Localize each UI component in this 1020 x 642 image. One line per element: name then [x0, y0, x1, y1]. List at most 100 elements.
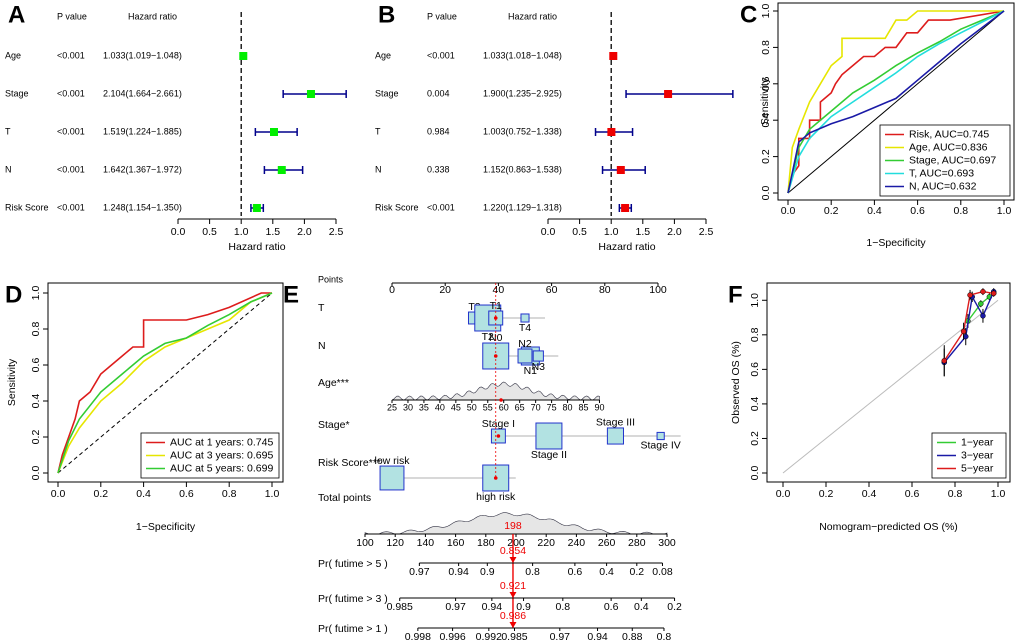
- x-tick-label: 0.0: [776, 488, 791, 500]
- hazard-ratio-point: [239, 52, 248, 60]
- level-box: [482, 464, 510, 492]
- probability-tick-label: 0.985: [387, 601, 413, 613]
- x-tick-label: 1.5: [265, 226, 280, 238]
- level-label: Stage II: [531, 449, 567, 461]
- row-label: Age***: [318, 377, 349, 389]
- legend-label: AUC at 1 years: 0.745: [170, 436, 273, 448]
- column-header: P value: [427, 11, 457, 21]
- row-label: Pr( futime > 1 ): [318, 623, 388, 635]
- row-label: Age: [5, 50, 21, 60]
- y-tick-label: 0.0: [760, 186, 772, 201]
- x-tick-label: 0.2: [93, 488, 108, 500]
- decoration: [57, 292, 273, 474]
- row-label: Stage: [5, 88, 29, 98]
- level-label: T2: [482, 331, 494, 343]
- x-tick-label: 0.2: [824, 205, 839, 217]
- calibration-point: [990, 290, 997, 297]
- hazard-ratio-point: [616, 166, 625, 174]
- probability-tick-label: 0.8: [657, 631, 672, 642]
- total-tick-label: 180: [477, 537, 495, 549]
- hazard-ratio-point: [607, 128, 616, 136]
- y-tick-label: 0.6: [749, 362, 761, 377]
- x-axis-label: Hazard ratio: [228, 241, 285, 253]
- x-tick-label: 2.5: [329, 226, 344, 238]
- x-tick-label: 0.0: [781, 205, 796, 217]
- age-tick-label: 30: [403, 402, 413, 412]
- level-box: [517, 348, 533, 364]
- age-tick-label: 60: [499, 402, 509, 412]
- level-label: N3: [532, 361, 546, 373]
- column-header: Hazard ratio: [128, 11, 177, 21]
- p-value: <0.001: [57, 126, 85, 136]
- probability-tick-label: 0.8: [556, 601, 571, 613]
- probability-tick-label: 0.996: [439, 631, 465, 642]
- legend-label: N, AUC=0.632: [909, 180, 977, 192]
- probability-tick-label: 0.08: [652, 566, 673, 578]
- calibration-point: [978, 300, 984, 307]
- probability-tick-label: 0.992: [476, 631, 502, 642]
- patient-point: [493, 316, 498, 320]
- legend-label: T, AUC=0.693: [909, 167, 974, 179]
- hazard-ratio-label: 1.033(1.018−1.048): [483, 50, 562, 60]
- legend-label: AUC at 5 years: 0.699: [170, 462, 273, 474]
- y-tick-label: 0.0: [30, 466, 42, 481]
- probability-tick-label: 0.2: [629, 566, 644, 578]
- age-tick-label: 35: [419, 402, 429, 412]
- legend-label: 3−year: [961, 449, 994, 461]
- decoration: [777, 2, 1015, 201]
- probability-tick-label: 0.998: [405, 631, 431, 642]
- x-axis-label: 1−Specificity: [136, 521, 196, 533]
- panel-letter: E: [283, 281, 299, 308]
- hazard-ratio-point: [306, 90, 315, 98]
- level-label: T1: [490, 300, 502, 312]
- hazard-ratio-label: 1.033(1.019−1.048): [103, 50, 182, 60]
- age-tick-label: 50: [467, 402, 477, 412]
- points-tick-label: 100: [649, 284, 667, 296]
- roc-curve: [787, 10, 1005, 194]
- probability-tick-label: 0.97: [550, 631, 571, 642]
- y-tick-label: 0.4: [30, 394, 42, 409]
- hazard-ratio-label: 1.248(1.154−1.350): [103, 202, 182, 212]
- probability-tick-label: 0.9: [480, 566, 495, 578]
- hazard-ratio-label: 1.900(1.235−2.925): [483, 88, 562, 98]
- age-tick-label: 75: [547, 402, 557, 412]
- hazard-ratio-label: 1.003(0.752−1.338): [483, 126, 562, 136]
- hazard-ratio-label: 2.104(1.664−2.661): [103, 88, 182, 98]
- x-tick-label: 0.6: [905, 488, 920, 500]
- level-box: [656, 431, 665, 441]
- x-tick-label: 1.0: [991, 488, 1006, 500]
- x-tick-label: 0.8: [222, 488, 237, 500]
- roc-curve: [57, 292, 273, 474]
- y-tick-label: 1.0: [749, 293, 761, 308]
- row-label: Points: [318, 274, 344, 284]
- age-tick-label: 80: [563, 402, 573, 412]
- row-label: Stage: [375, 88, 399, 98]
- probability-tick-label: 0.4: [599, 566, 614, 578]
- roc-curve: [787, 10, 1004, 194]
- x-tick-label: 0.2: [819, 488, 834, 500]
- y-tick-label: 0.6: [30, 358, 42, 373]
- panel-letter: D: [5, 281, 22, 308]
- total-tick-label: 300: [658, 537, 676, 549]
- row-label: T: [318, 302, 325, 314]
- panel-letter: B: [378, 1, 395, 28]
- hazard-ratio-point: [621, 204, 630, 212]
- total-tick-label: 260: [598, 537, 616, 549]
- level-label: Stage III: [596, 417, 635, 429]
- points-tick-label: 0: [389, 284, 395, 296]
- calibration-point: [941, 357, 947, 364]
- p-value: <0.001: [427, 50, 455, 60]
- x-tick-label: 0.4: [862, 488, 877, 500]
- points-tick-label: 20: [439, 284, 451, 296]
- column-header: Hazard ratio: [508, 11, 557, 21]
- legend-label: AUC at 3 years: 0.695: [170, 449, 273, 461]
- hazard-ratio-point: [252, 204, 261, 212]
- age-tick-label: 25: [387, 402, 397, 412]
- age-tick-label: 45: [451, 402, 461, 412]
- y-tick-label: 1.0: [30, 286, 42, 301]
- legend-label: Stage, AUC=0.697: [909, 154, 996, 166]
- hazard-ratio-point: [609, 52, 618, 60]
- calibration-point: [980, 313, 986, 319]
- panel-letter: F: [728, 281, 743, 308]
- p-value: <0.001: [427, 202, 455, 212]
